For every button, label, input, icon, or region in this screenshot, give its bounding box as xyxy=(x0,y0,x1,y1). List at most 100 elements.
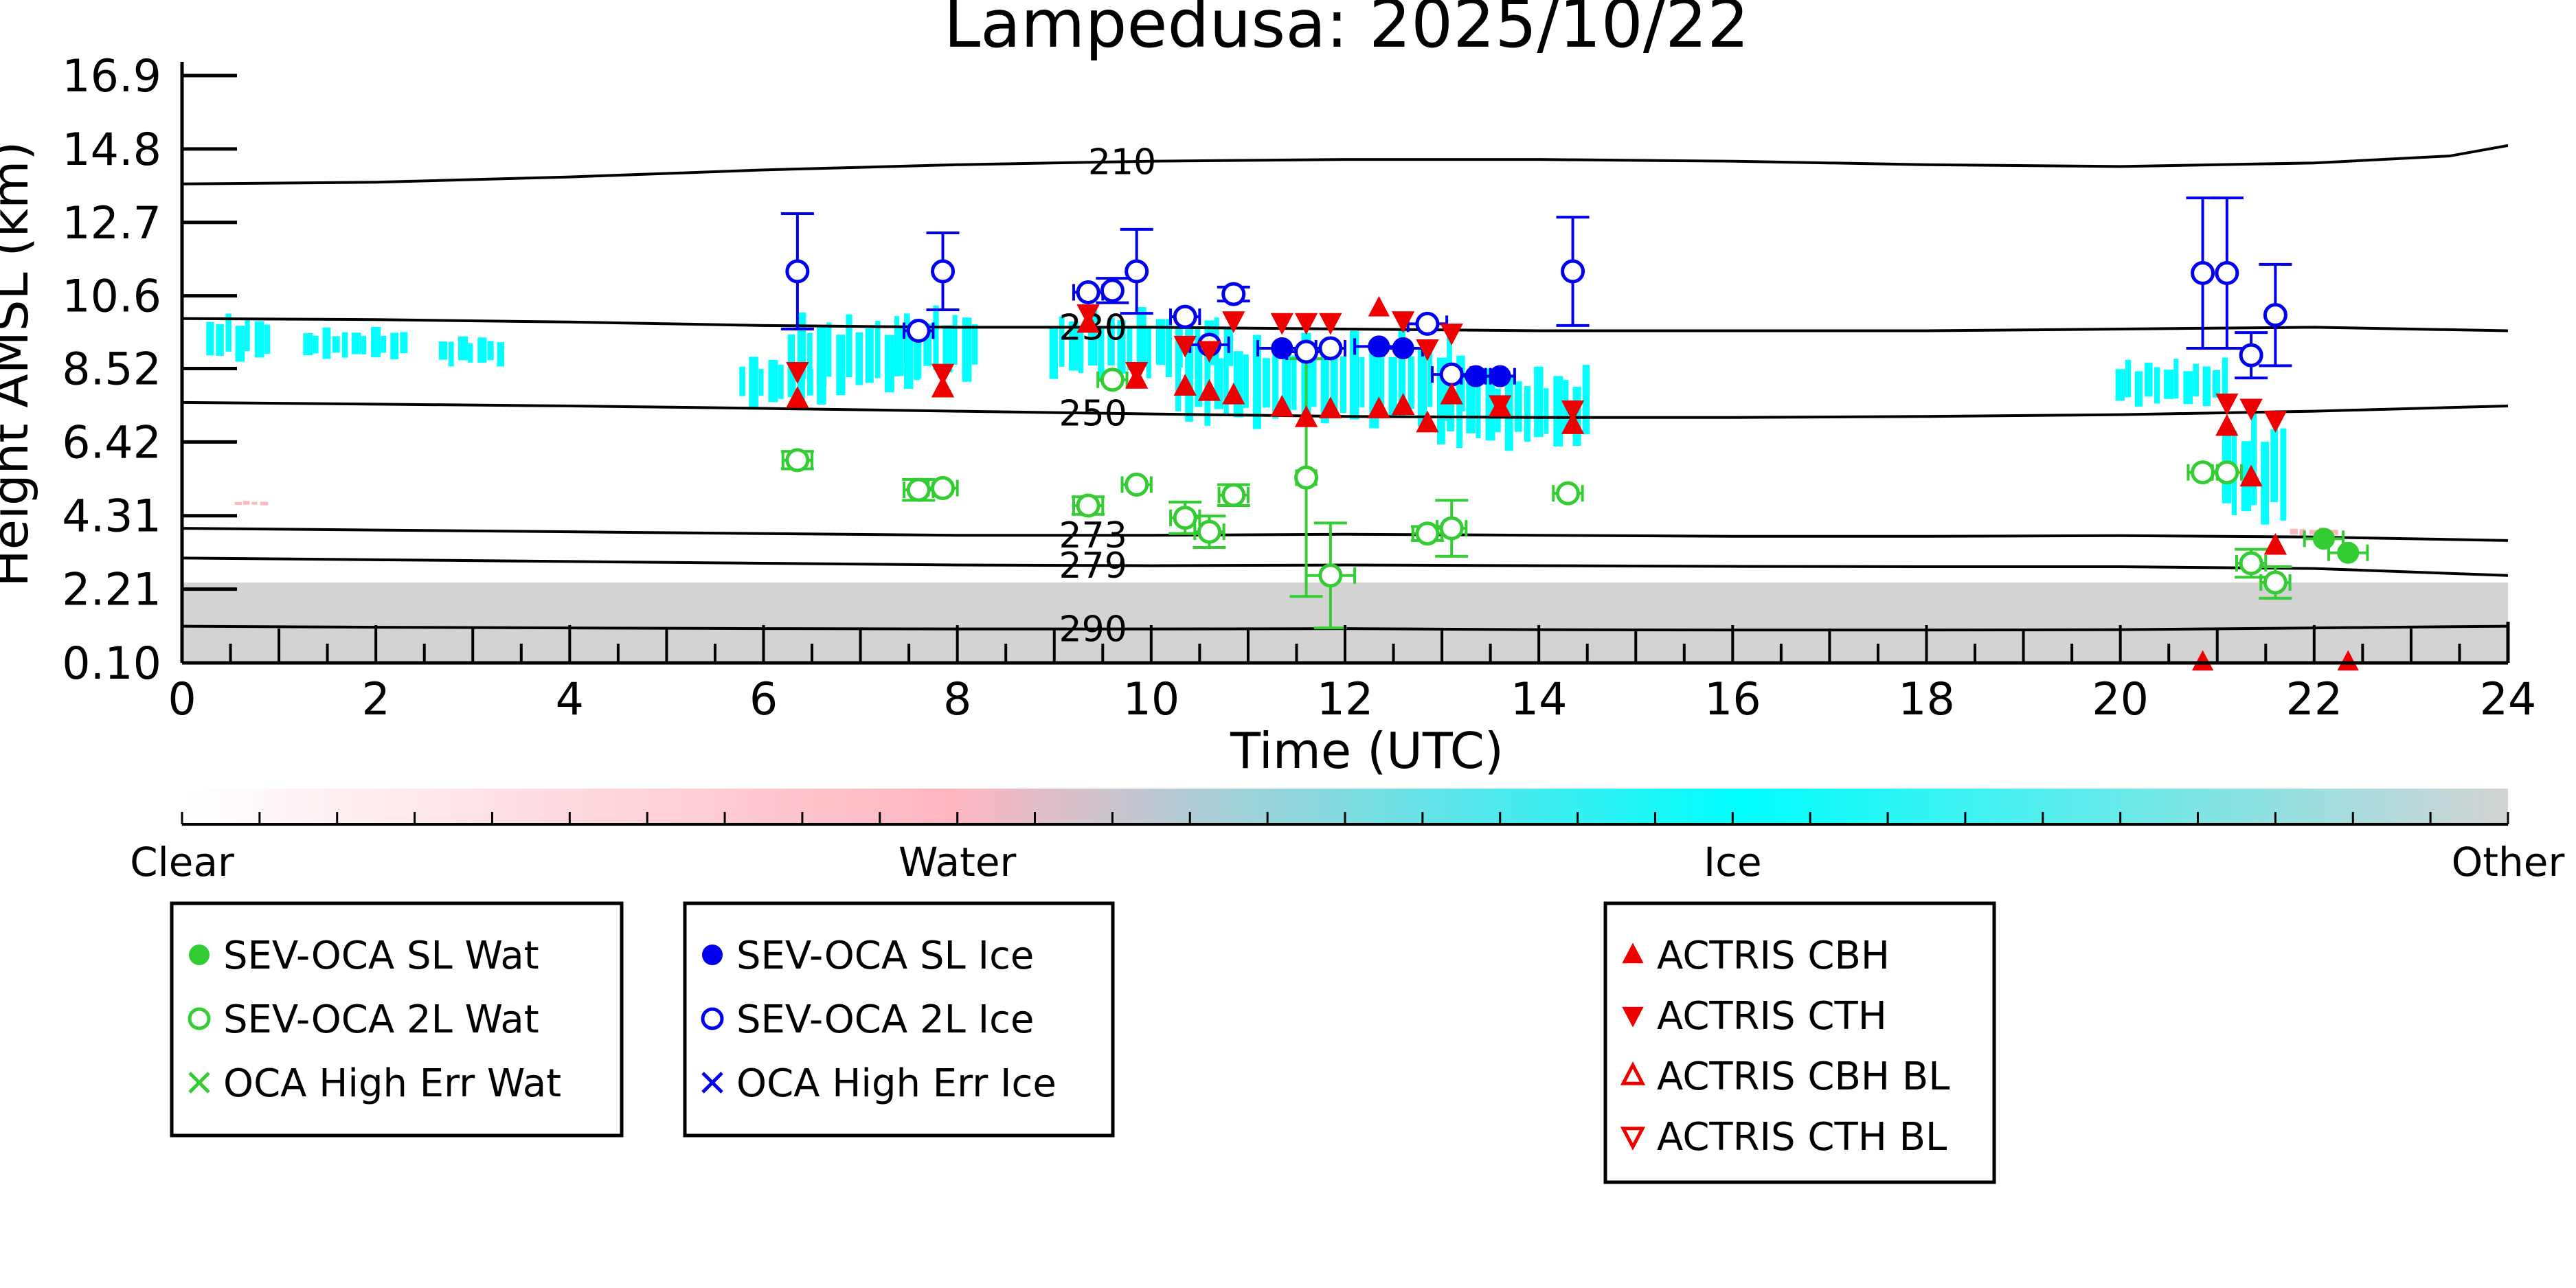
x-tick-label: 0 xyxy=(168,674,196,725)
legend-label-sev-oca-sl-wat: SEV-OCA SL Wat xyxy=(223,934,539,978)
cloud-streak xyxy=(448,341,454,367)
colorbar-label-water: Water xyxy=(899,839,1017,885)
cloud-streak xyxy=(235,326,245,362)
legend-marker-actris-cbh-bl xyxy=(1620,1061,1646,1085)
y-tick-label: 0.10 xyxy=(62,638,161,690)
actris-cth-point xyxy=(1440,324,1463,346)
sev-oca-2l-wat-point xyxy=(2191,460,2215,485)
cloud-streak xyxy=(1514,381,1522,432)
cloud-streak xyxy=(1291,355,1297,410)
cloud-streak xyxy=(1417,348,1427,427)
cloud-streak xyxy=(865,328,874,383)
cloud-streak xyxy=(923,324,931,366)
legend-marker-sev-oca-2l-wat xyxy=(188,1007,211,1030)
actris-legend: ACTRIS CBH ACTRIS CTH ACTRIS CBH BL ACTRIS … xyxy=(1603,901,1996,1184)
cloud-streak xyxy=(2270,429,2279,503)
cloud-streak xyxy=(260,501,269,506)
cloud-streak xyxy=(1078,326,1084,374)
ice-class-region xyxy=(206,313,271,362)
cloud-streak xyxy=(1466,383,1476,433)
cloud-streak xyxy=(1311,357,1317,407)
y-tick-label: 2.21 xyxy=(62,565,161,616)
actris-cbh-point xyxy=(1367,396,1391,419)
legend-marker-oca-high-err-ice xyxy=(701,1072,723,1094)
cloud-streak xyxy=(2290,528,2298,535)
cloud-streak xyxy=(254,321,264,358)
sev-oca-sl-wat-point xyxy=(2337,541,2360,564)
cloud-streak xyxy=(942,325,953,373)
ice-class-region xyxy=(438,336,504,367)
sev-oca-2l-wat-point xyxy=(1415,521,1440,546)
y-tick-label: 12.7 xyxy=(62,198,161,249)
actris-cth-point xyxy=(1391,311,1415,333)
actris-extra-point xyxy=(1368,295,1390,317)
cloud-streak xyxy=(1456,372,1462,449)
sev-oca-2l-ice-point xyxy=(1439,362,1464,387)
cloud-streak xyxy=(1252,335,1261,429)
sev-oca-2l-ice-point xyxy=(1173,304,1197,329)
actris-cth-point xyxy=(1294,313,1318,335)
actris-cbh-point xyxy=(931,375,955,398)
x-tick-label: 12 xyxy=(1317,674,1374,725)
legend-label-sev-oca-2l-ice: SEV-OCA 2L Ice xyxy=(736,997,1034,1042)
cloud-streak xyxy=(322,327,331,359)
cloud-streak xyxy=(2134,371,2143,407)
actris-cth-point xyxy=(1076,304,1100,326)
cloud-streak xyxy=(914,319,922,379)
cloud-streak xyxy=(1476,385,1481,438)
cloud-streak xyxy=(2212,370,2221,398)
cloud-streak xyxy=(371,326,381,358)
cloud-streak xyxy=(303,333,313,356)
actris-cbh-point xyxy=(1222,383,1245,405)
cloud-streak xyxy=(1485,368,1495,441)
y-tick-label: 8.52 xyxy=(62,343,161,395)
sev-oca-sl-ice-point xyxy=(1489,365,1511,387)
cloud-streak xyxy=(1243,354,1249,408)
colorbar-label-ice: Ice xyxy=(1704,839,1762,885)
actris-cbh-point xyxy=(1440,383,1463,405)
ice-class-region xyxy=(303,326,408,359)
ice-class-region xyxy=(894,305,978,382)
actris-cth-point xyxy=(1222,311,1245,333)
legend-label-sev-oca-2l-wat: SEV-OCA 2L Wat xyxy=(223,997,539,1042)
cloud-streak xyxy=(1136,306,1146,368)
x-tick-label: 14 xyxy=(1511,674,1568,725)
cloud-streak xyxy=(1098,327,1105,383)
cloud-streak xyxy=(933,305,939,370)
cloud-streak xyxy=(1534,366,1544,438)
actris-cbh-point xyxy=(2239,464,2263,487)
sev-oca-2l-ice-point xyxy=(1318,336,1343,361)
sev-oca-sl-ice-point xyxy=(1392,337,1414,359)
chart-title: Lampedusa: 2025/10/22 xyxy=(944,0,1750,63)
cloud-streak xyxy=(1282,350,1291,414)
cloud-streak xyxy=(206,321,214,356)
sev-oca-2l-wat-point xyxy=(1125,472,1149,497)
cloud-streak xyxy=(884,335,894,393)
cloud-streak xyxy=(1553,376,1563,447)
contour-line-279 xyxy=(182,556,2508,577)
x-tick-label: 10 xyxy=(1122,674,1179,725)
cloud-streak xyxy=(332,336,340,353)
cloud-streak xyxy=(2125,359,2132,398)
x-tick-label: 24 xyxy=(2480,674,2537,725)
contour-line-273 xyxy=(182,527,2508,542)
cloud-streak xyxy=(1059,316,1065,367)
cloud-streak xyxy=(1408,356,1414,409)
cloud-streak xyxy=(817,327,827,387)
water-legend: SEV-OCA SL Wat SEV-OCA 2L Wat OCA High Err… xyxy=(170,901,624,1138)
sev-oca-2l-ice-point xyxy=(2191,261,2215,286)
sev-oca-2l-wat-point xyxy=(1555,481,1580,506)
actris-cth-point xyxy=(2263,411,2287,433)
contour-line-210 xyxy=(182,144,2508,185)
actris-cth-point xyxy=(2215,393,2239,416)
legend-label-actris-cth-bl: ACTRIS CTH BL xyxy=(1657,1115,1947,1160)
sev-oca-2l-wat-point xyxy=(1439,516,1464,541)
cloud-streak xyxy=(2193,363,2199,397)
cloud-streak xyxy=(1155,319,1166,365)
actris-cbh-point xyxy=(1270,394,1293,417)
y-tick-label: 16.9 xyxy=(62,51,161,102)
x-tick-label: 20 xyxy=(2092,674,2149,725)
cloud-streak xyxy=(2173,359,2179,399)
actris-cbh-point xyxy=(2263,532,2287,555)
